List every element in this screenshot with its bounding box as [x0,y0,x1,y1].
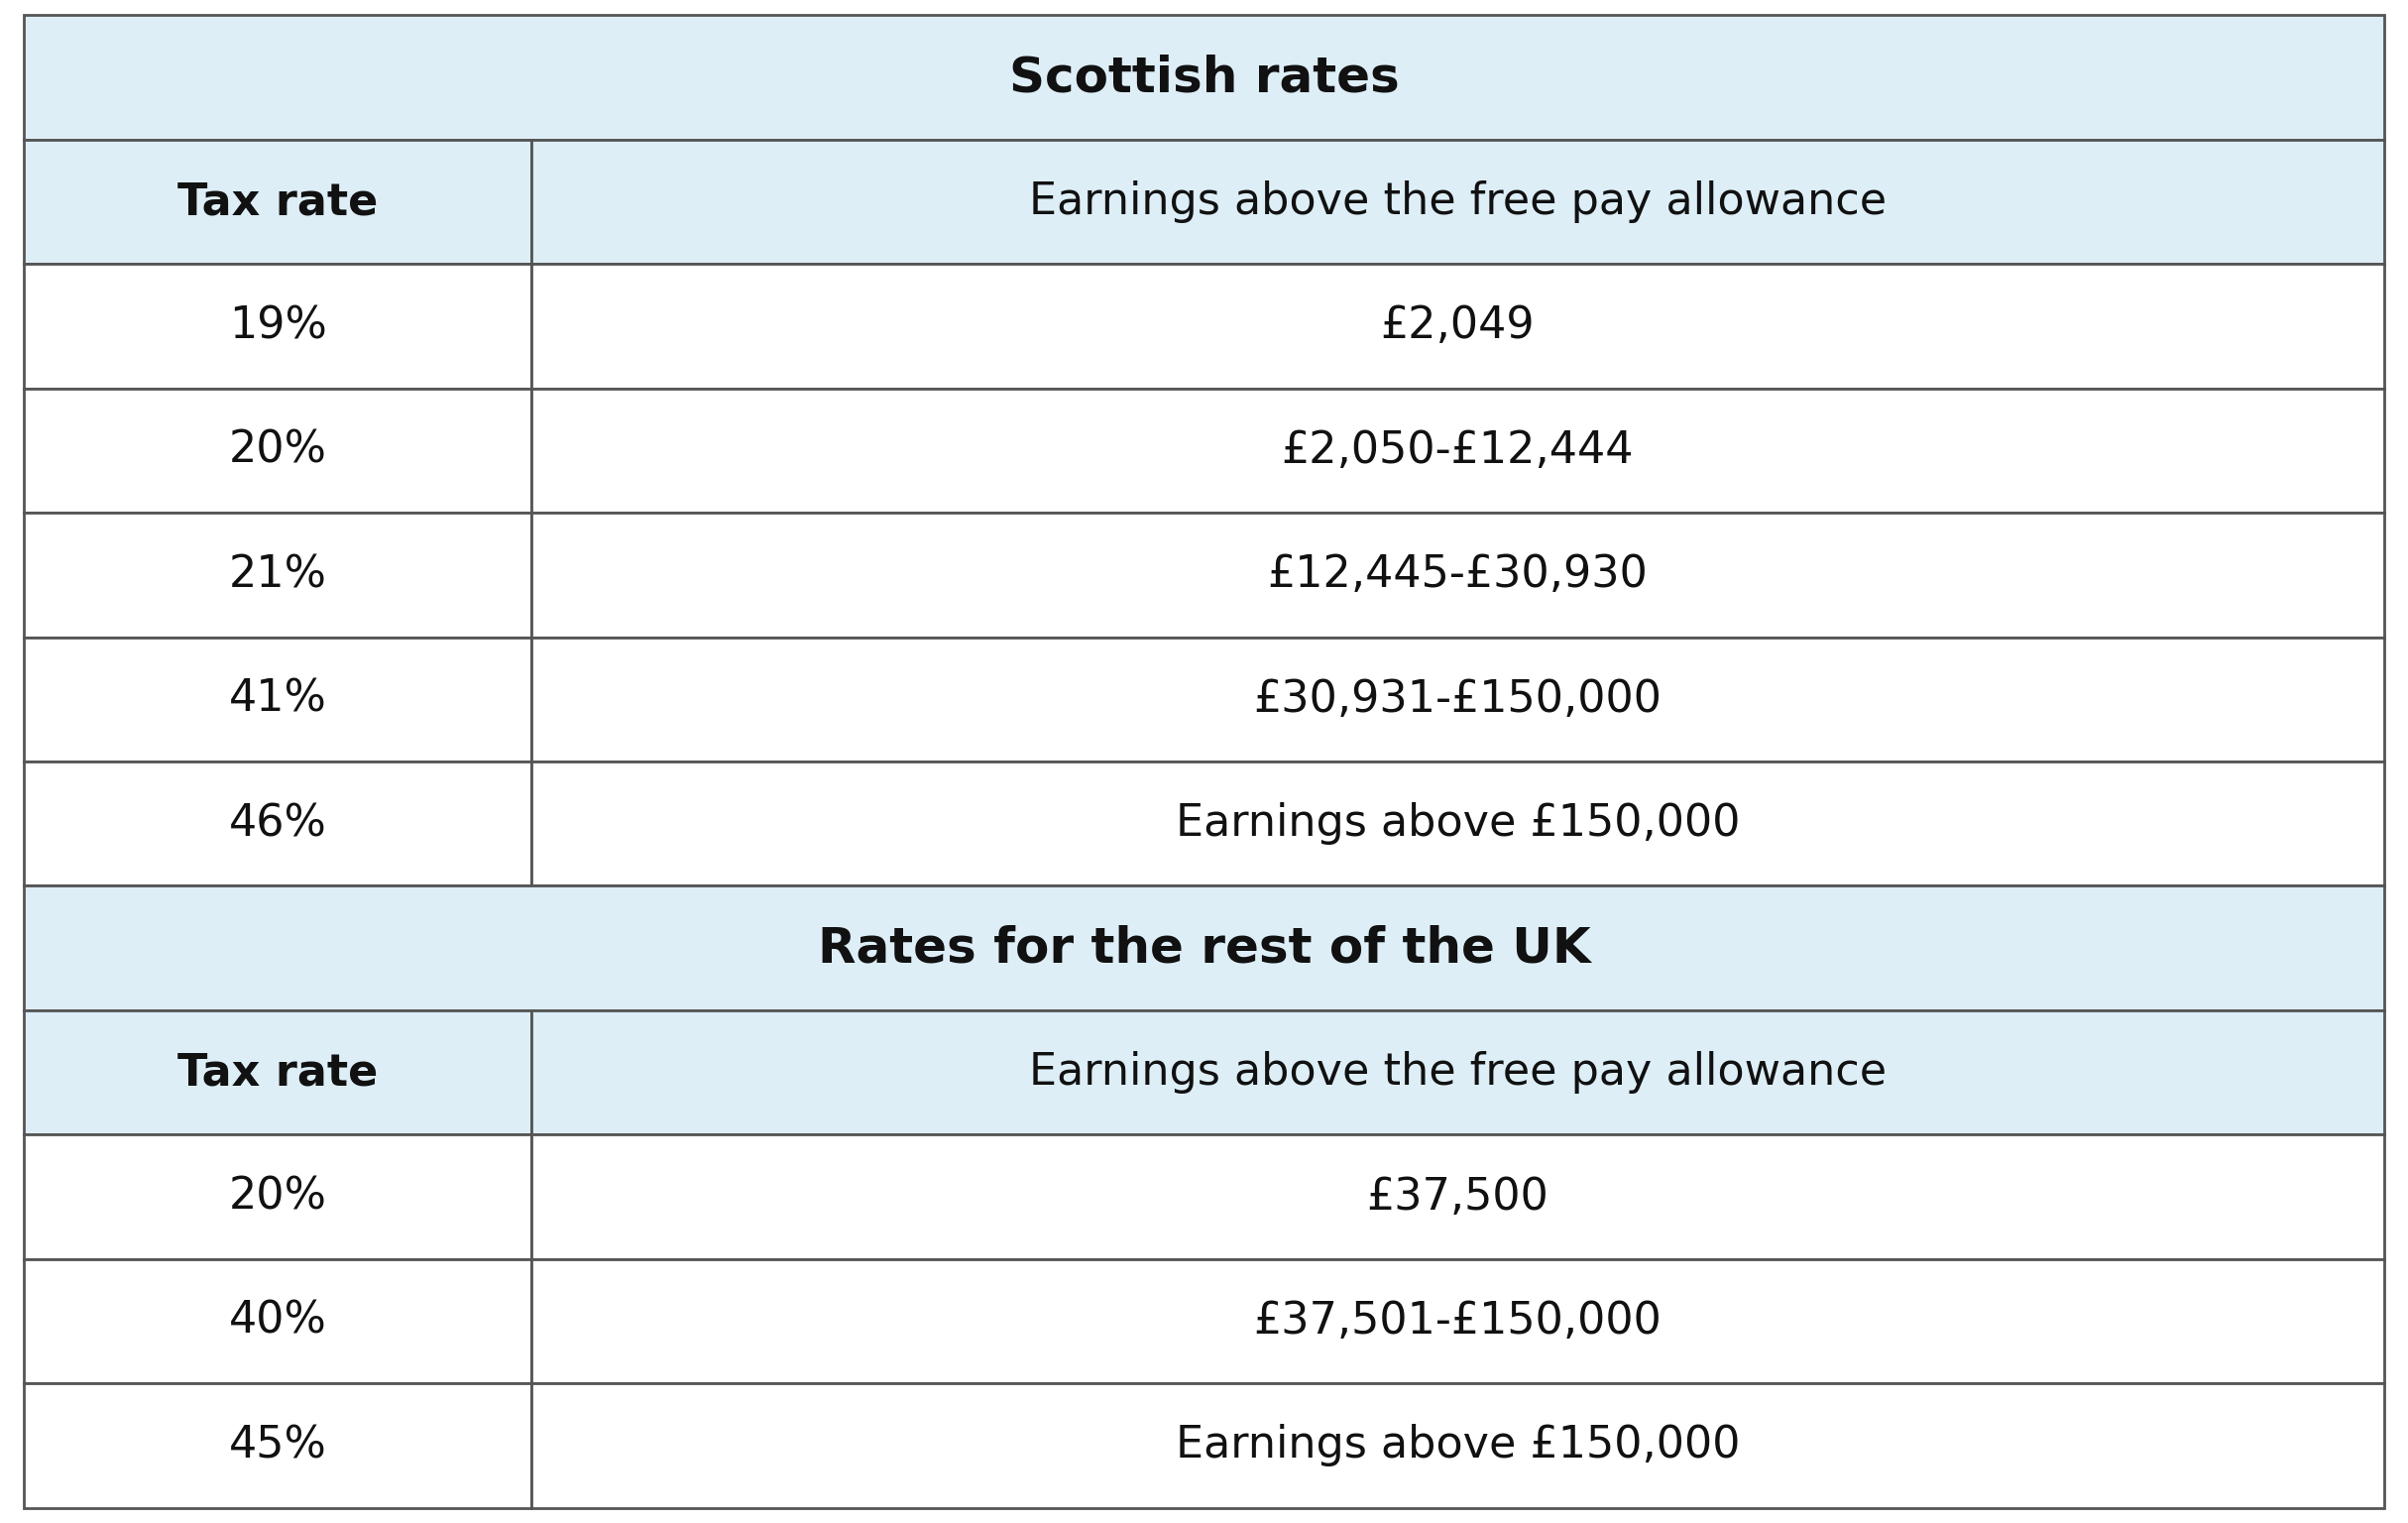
Bar [532,1383,2384,1508]
Text: £2,050-£12,444: £2,050-£12,444 [1281,429,1635,472]
Text: Earnings above the free pay allowance: Earnings above the free pay allowance [1028,181,1885,222]
Text: 19%: 19% [229,305,327,347]
Bar [532,263,2384,388]
Bar [24,1383,532,1508]
Text: Tax rate: Tax rate [178,1051,378,1094]
Bar [532,1260,2384,1383]
Text: £37,500: £37,500 [1368,1176,1548,1218]
Text: £37,501-£150,000: £37,501-£150,000 [1255,1301,1662,1342]
Text: Rates for the rest of the UK: Rates for the rest of the UK [819,924,1589,972]
Bar [24,15,2384,140]
Bar [24,263,532,388]
Bar [24,762,532,886]
Bar [24,1260,532,1383]
Bar [532,140,2384,263]
Text: 20%: 20% [229,429,327,472]
Bar [24,1010,532,1135]
Text: Earnings above the free pay allowance: Earnings above the free pay allowance [1028,1051,1885,1094]
Text: 46%: 46% [229,803,327,845]
Bar [24,1135,532,1260]
Text: Scottish rates: Scottish rates [1009,53,1399,101]
Bar [24,140,532,263]
Text: £12,445-£30,930: £12,445-£30,930 [1267,554,1647,595]
Text: 41%: 41% [229,678,327,720]
Bar [532,637,2384,762]
Bar [532,513,2384,637]
Text: 40%: 40% [229,1301,327,1342]
Text: 21%: 21% [229,554,327,595]
Text: Earnings above £150,000: Earnings above £150,000 [1175,1424,1741,1467]
Text: £2,049: £2,049 [1380,305,1534,347]
Bar [24,388,532,513]
Text: Earnings above £150,000: Earnings above £150,000 [1175,803,1741,845]
Bar [532,762,2384,886]
Bar [24,513,532,637]
Text: 45%: 45% [229,1424,327,1467]
Text: £30,931-£150,000: £30,931-£150,000 [1255,678,1662,720]
Bar [24,637,532,762]
Bar [24,886,2384,1010]
Text: Tax rate: Tax rate [178,181,378,222]
Bar [532,1135,2384,1260]
Bar [532,388,2384,513]
Bar [532,1010,2384,1135]
Text: 20%: 20% [229,1176,327,1218]
